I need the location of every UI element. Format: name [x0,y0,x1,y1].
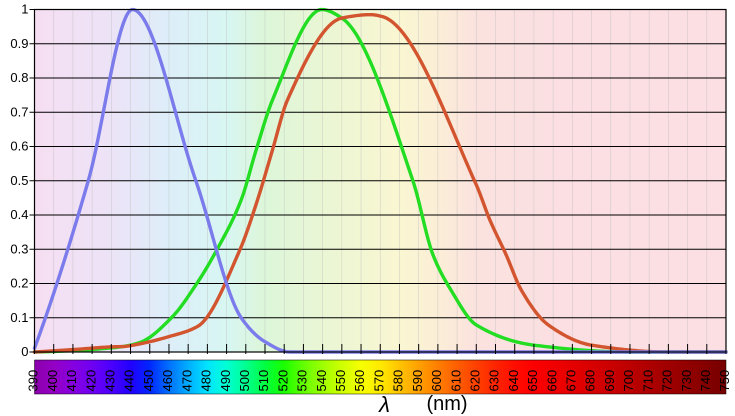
svg-text:0: 0 [21,344,28,359]
svg-text:390: 390 [26,370,41,392]
svg-text:0.3: 0.3 [10,241,28,256]
svg-text:480: 480 [199,370,214,392]
svg-text:1: 1 [21,2,28,17]
svg-text:510: 510 [256,370,271,392]
svg-text:400: 400 [45,370,60,392]
svg-text:490: 490 [218,370,233,392]
svg-text:560: 560 [352,370,367,392]
svg-text:420: 420 [83,370,98,392]
svg-text:0.1: 0.1 [10,310,28,325]
svg-text:690: 690 [602,370,617,392]
svg-text:740: 740 [698,370,713,392]
svg-text:610: 610 [448,370,463,392]
svg-text:410: 410 [64,370,79,392]
svg-text:710: 710 [640,370,655,392]
svg-text:0.6: 0.6 [10,139,28,154]
svg-text:580: 580 [391,370,406,392]
svg-text:750: 750 [717,370,732,392]
svg-text:700: 700 [621,370,636,392]
svg-text:0.4: 0.4 [10,207,28,222]
svg-text:670: 670 [564,370,579,392]
svg-text:470: 470 [179,370,194,392]
svg-text:640: 640 [506,370,521,392]
svg-text:0.5: 0.5 [10,173,28,188]
svg-text:0.2: 0.2 [10,276,28,291]
svg-text:460: 460 [160,370,175,392]
svg-text:(nm): (nm) [426,393,467,415]
svg-text:720: 720 [660,370,675,392]
svg-text:540: 540 [314,370,329,392]
svg-text:660: 660 [544,370,559,392]
svg-text:0.7: 0.7 [10,104,28,119]
svg-text:650: 650 [525,370,540,392]
svg-text:680: 680 [583,370,598,392]
svg-text:440: 440 [122,370,137,392]
svg-text:500: 500 [237,370,252,392]
svg-text:0.9: 0.9 [10,36,28,51]
svg-text:570: 570 [371,370,386,392]
svg-text:550: 550 [333,370,348,392]
svg-text:430: 430 [103,370,118,392]
svg-text:0.8: 0.8 [10,70,28,85]
svg-text:620: 620 [467,370,482,392]
svg-text:450: 450 [141,370,156,392]
svg-text:630: 630 [487,370,502,392]
svg-text:530: 530 [295,370,310,392]
svg-text:730: 730 [679,370,694,392]
svg-text:520: 520 [275,370,290,392]
svg-text:590: 590 [410,370,425,392]
svg-text:λ: λ [378,392,390,416]
svg-text:600: 600 [429,370,444,392]
